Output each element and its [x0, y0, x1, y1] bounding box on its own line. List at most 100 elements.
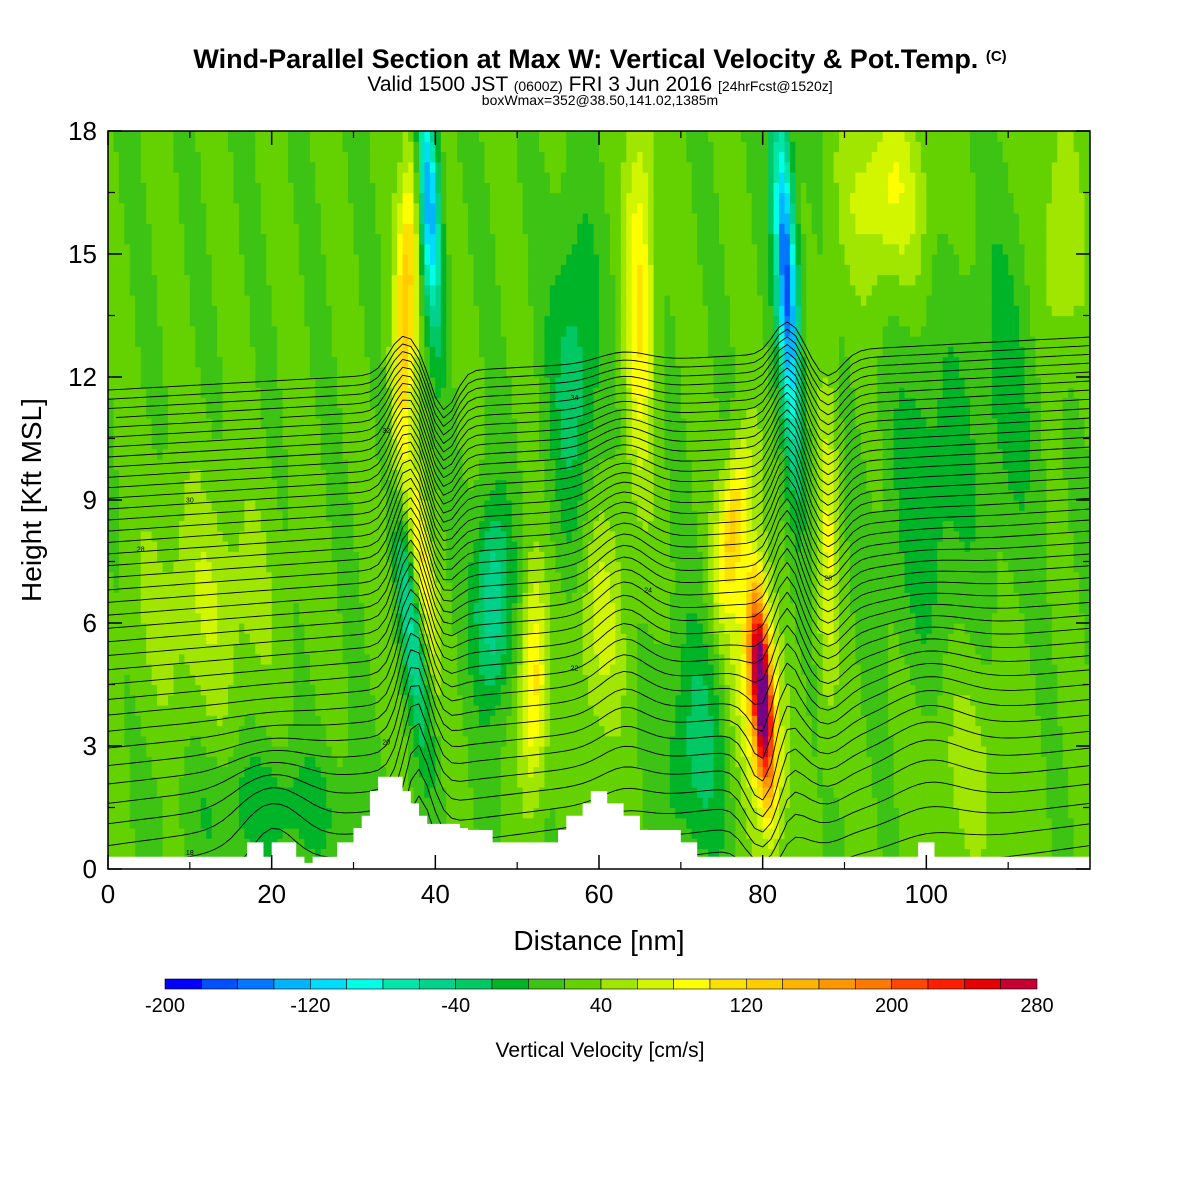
- field-cell: [189, 735, 196, 747]
- field-cell: [948, 715, 955, 727]
- field-cell: [1002, 848, 1009, 860]
- field-cell: [1040, 776, 1047, 788]
- field-cell: [178, 787, 185, 798]
- field-cell: [855, 623, 862, 634]
- field-cell: [577, 705, 584, 716]
- field-cell: [888, 746, 895, 757]
- field-cell: [964, 828, 971, 839]
- field-cell: [937, 705, 944, 716]
- field-cell: [784, 766, 791, 778]
- field-cell: [222, 694, 229, 706]
- field-cell: [599, 725, 606, 737]
- field-cell: [768, 643, 775, 655]
- field-cell: [489, 694, 496, 706]
- field-cell: [975, 643, 982, 655]
- field-cell: [544, 592, 551, 604]
- field-cell: [773, 838, 780, 850]
- field-cell: [1013, 623, 1020, 634]
- field-cell: [937, 612, 944, 624]
- field-cell: [969, 746, 977, 757]
- field-cell: [293, 838, 300, 850]
- field-cell: [348, 725, 355, 737]
- field-cell: [915, 715, 922, 727]
- field-cell: [1013, 756, 1020, 768]
- field-cell: [342, 694, 349, 706]
- field-cell: [980, 838, 987, 850]
- field-cell: [468, 694, 475, 706]
- field-cell: [500, 705, 507, 716]
- field-cell: [620, 643, 627, 655]
- field-cell: [642, 807, 649, 819]
- field-cell: [424, 735, 431, 747]
- field-cell: [511, 694, 518, 706]
- field-cell: [517, 735, 524, 747]
- field-cell: [871, 725, 878, 737]
- field-cell: [233, 735, 240, 747]
- field-cell: [129, 766, 136, 778]
- field-cell: [331, 602, 338, 614]
- field-cell: [1051, 705, 1058, 716]
- field-cell: [380, 653, 387, 665]
- field-cell: [1035, 735, 1042, 747]
- field-cell: [909, 715, 917, 727]
- field-cell: [189, 838, 196, 850]
- field-cell: [817, 776, 824, 788]
- field-cell: [866, 623, 873, 634]
- field-cell: [604, 602, 611, 614]
- field-cell: [418, 653, 426, 665]
- field-cell: [222, 817, 229, 829]
- field-cell: [118, 817, 125, 829]
- field-cell: [342, 602, 349, 614]
- field-cell: [1051, 664, 1058, 675]
- field-cell: [222, 828, 229, 839]
- field-cell: [631, 725, 638, 737]
- field-cell: [817, 684, 824, 696]
- field-cell: [140, 664, 147, 675]
- field-cell: [702, 653, 709, 665]
- field-cell: [217, 838, 224, 850]
- field-cell: [397, 694, 404, 706]
- field-cell: [920, 592, 927, 604]
- field-cell: [1029, 787, 1037, 798]
- field-cell: [195, 705, 202, 716]
- field-cell: [588, 746, 595, 757]
- field-cell: [304, 612, 311, 624]
- field-cell: [266, 848, 273, 860]
- field-cell: [533, 633, 540, 645]
- field-cell: [1057, 838, 1064, 850]
- field-cell: [271, 817, 278, 829]
- field-cell: [675, 817, 682, 829]
- field-cell: [266, 725, 273, 737]
- field-cell: [1019, 828, 1026, 839]
- field-cell: [735, 817, 742, 829]
- field-cell: [380, 664, 387, 675]
- field-cell: [309, 653, 316, 665]
- field-cell: [806, 643, 813, 655]
- field-cell: [899, 787, 906, 798]
- field-cell: [599, 684, 606, 696]
- field-cell: [931, 797, 938, 809]
- field-cell: [653, 725, 660, 737]
- field-cell: [331, 766, 338, 778]
- field-cell: [320, 643, 327, 655]
- field-cell: [266, 653, 273, 665]
- field-cell: [1040, 664, 1047, 675]
- field-cell: [206, 633, 213, 645]
- field-cell: [364, 776, 371, 788]
- field-cell: [309, 725, 316, 737]
- field-cell: [844, 756, 851, 768]
- field-cell: [168, 725, 175, 737]
- field-cell: [157, 582, 164, 593]
- field-cell: [757, 797, 764, 809]
- field-cell: [168, 848, 175, 860]
- field-cell: [779, 705, 786, 716]
- field-cell: [926, 694, 933, 706]
- field-cell: [271, 776, 278, 788]
- field-cell: [926, 746, 933, 757]
- field-cell: [899, 674, 906, 686]
- field-cell: [779, 776, 786, 788]
- field-cell: [337, 828, 344, 839]
- field-cell: [549, 592, 556, 604]
- field-cell: [697, 582, 704, 593]
- field-cell: [577, 694, 584, 706]
